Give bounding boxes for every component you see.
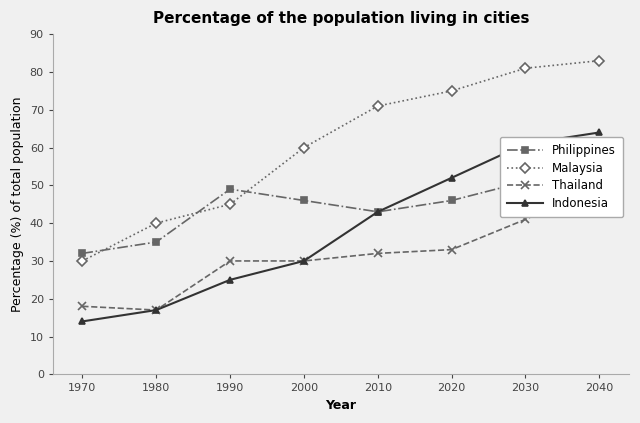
Thailand [226,258,234,264]
Line: Philippines: Philippines [79,159,603,257]
Philippines [152,239,160,244]
Y-axis label: Percentage (%) of total population: Percentage (%) of total population [11,96,24,312]
Title: Percentage of the population living in cities: Percentage of the population living in c… [152,11,529,26]
Indonesia [152,308,160,313]
Malaysia [226,202,234,207]
Thailand [448,247,456,252]
Philippines [300,198,308,203]
Indonesia [522,141,529,146]
Thailand [300,258,308,264]
Malaysia [374,104,381,109]
Thailand [79,304,86,309]
Philippines [226,187,234,192]
Indonesia [374,209,381,214]
Malaysia [152,221,160,226]
Thailand [374,251,381,256]
Indonesia [79,319,86,324]
Line: Indonesia: Indonesia [79,129,603,325]
Line: Thailand: Thailand [78,181,604,314]
X-axis label: Year: Year [325,399,356,412]
Malaysia [595,58,603,63]
Philippines [522,179,529,184]
Indonesia [226,277,234,283]
Indonesia [595,130,603,135]
Thailand [522,217,529,222]
Philippines [595,160,603,165]
Indonesia [448,175,456,180]
Malaysia [448,88,456,93]
Indonesia [300,258,308,264]
Malaysia [300,145,308,150]
Philippines [374,209,381,214]
Legend: Philippines, Malaysia, Thailand, Indonesia: Philippines, Malaysia, Thailand, Indones… [500,137,623,217]
Malaysia [79,258,86,264]
Philippines [448,198,456,203]
Line: Malaysia: Malaysia [79,57,603,264]
Philippines [79,251,86,256]
Thailand [595,183,603,188]
Thailand [152,308,160,313]
Malaysia [522,66,529,71]
